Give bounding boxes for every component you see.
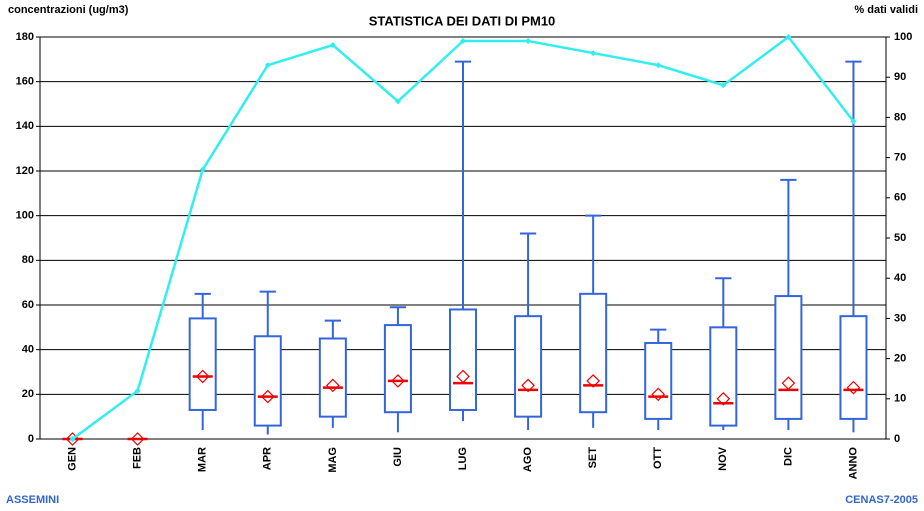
mean-marker — [586, 374, 601, 388]
y2-tick-label: 100 — [894, 31, 912, 43]
box — [839, 315, 868, 420]
y-tick-label: 160 — [16, 76, 34, 88]
box — [579, 292, 608, 414]
line-marker — [850, 118, 857, 125]
y-tick-label: 80 — [22, 254, 34, 266]
chart-title: STATISTICA DEI DATI DI PM10 — [369, 13, 556, 28]
y2-tick-label: 0 — [894, 433, 900, 445]
x-tick-label: FEB — [132, 447, 144, 469]
y-tick-label: 0 — [28, 433, 34, 445]
y2-tick-label: 40 — [894, 272, 906, 284]
footer-right: CENAS7-2005 — [845, 494, 918, 506]
mean-marker — [456, 369, 470, 384]
y2-tick-label: 60 — [894, 192, 906, 204]
footer-left: ASSEMINI — [6, 494, 59, 506]
mean-marker — [521, 378, 535, 393]
mean-marker — [651, 387, 666, 402]
box — [514, 315, 543, 418]
line-marker — [785, 34, 792, 40]
line-marker — [720, 82, 727, 89]
line-marker — [525, 38, 532, 45]
x-tick-label: LUG — [457, 447, 469, 470]
mean-marker — [391, 374, 405, 388]
line-marker — [590, 50, 597, 57]
mean-marker — [846, 380, 861, 395]
box — [644, 341, 673, 420]
mean-marker — [325, 378, 340, 393]
box — [709, 326, 738, 427]
y-tick-label: 60 — [22, 299, 34, 311]
line-marker — [264, 62, 271, 69]
y2-tick-label: 50 — [894, 232, 906, 244]
line-marker — [394, 98, 401, 105]
x-tick-label: DIC — [782, 447, 794, 466]
mean-marker — [130, 432, 145, 446]
x-tick-label: GEN — [66, 447, 78, 471]
x-tick-label: ANNO — [847, 447, 859, 480]
y-axis-label: concentrazioni (ug/m3) — [8, 4, 129, 16]
x-tick-label: AGO — [522, 447, 534, 473]
x-tick-label: OTT — [652, 447, 664, 469]
y2-tick-label: 30 — [894, 312, 906, 324]
box — [253, 335, 282, 427]
y2-tick-label: 20 — [894, 353, 906, 365]
y2-axis-label: % dati validi — [854, 4, 918, 16]
y2-tick-label: 70 — [894, 152, 906, 164]
box — [383, 324, 412, 414]
mean-marker — [781, 376, 796, 391]
y-tick-label: 100 — [16, 210, 34, 222]
mean-marker — [260, 389, 275, 404]
line-marker — [199, 166, 206, 173]
y-tick-label: 120 — [16, 165, 34, 177]
line-marker — [655, 62, 662, 69]
y-tick-label: 20 — [22, 388, 34, 400]
box — [318, 337, 347, 418]
plot-border — [39, 36, 887, 440]
x-tick-label: GIU — [392, 447, 404, 467]
line-marker — [69, 436, 76, 442]
y2-tick-label: 80 — [894, 111, 906, 123]
x-tick-label: SET — [587, 447, 599, 469]
mean-marker — [716, 391, 731, 406]
y2-tick-label: 90 — [894, 71, 906, 83]
line-marker — [460, 38, 466, 45]
y-tick-label: 140 — [16, 120, 34, 132]
x-tick-label: MAG — [327, 447, 339, 473]
box — [448, 308, 478, 411]
y2-tick-label: 10 — [894, 393, 906, 405]
x-tick-label: NOV — [717, 446, 729, 471]
x-tick-label: MAR — [197, 447, 209, 472]
y-tick-label: 180 — [16, 31, 34, 43]
box — [188, 317, 217, 411]
line-marker — [134, 387, 141, 394]
line-marker — [329, 42, 336, 49]
y-tick-label: 40 — [22, 344, 34, 356]
box — [774, 295, 803, 420]
x-tick-label: APR — [262, 447, 274, 470]
mean-marker — [195, 369, 210, 384]
